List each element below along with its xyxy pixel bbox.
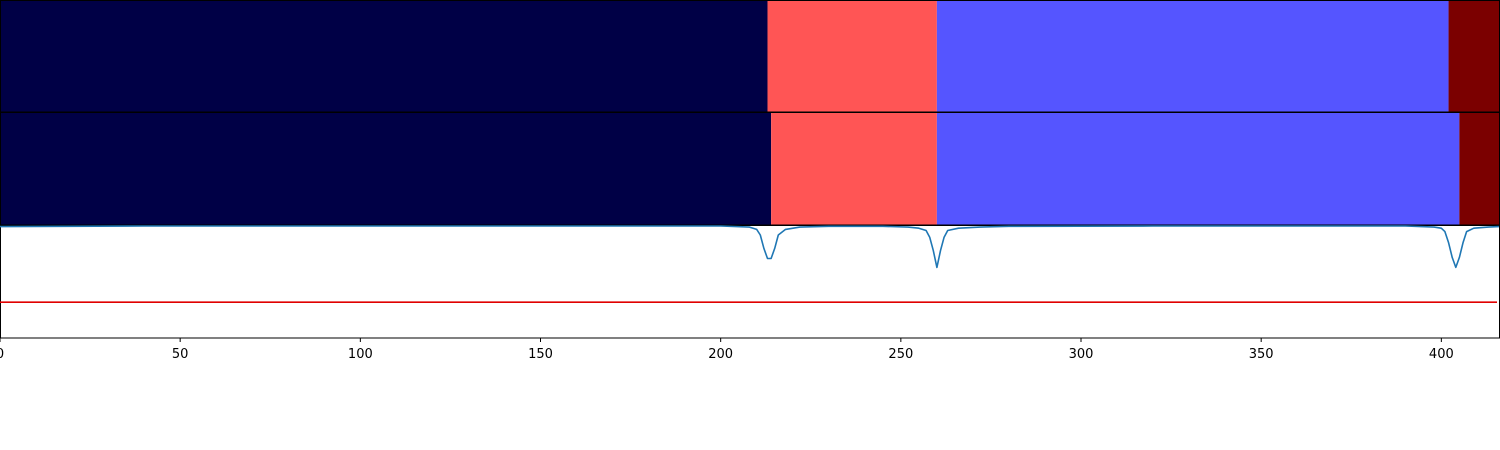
x-tick-label: 200 <box>708 347 733 362</box>
x-tick-label: 250 <box>888 347 913 362</box>
segment-1-3 <box>936 1 1449 112</box>
segmentation-strip-2 <box>0 112 1500 226</box>
segmentation-strip-1 <box>0 0 1500 113</box>
x-tick-label: 300 <box>1069 347 1094 362</box>
x-axis: 0 50 100 150 200 250 300 350 400 <box>0 338 1454 362</box>
segment-2-2 <box>771 113 937 225</box>
x-tick-label: 350 <box>1249 347 1274 362</box>
segment-1-2 <box>767 1 937 112</box>
segment-2-3 <box>936 113 1460 225</box>
segment-1-4 <box>1448 1 1499 112</box>
segment-2-1 <box>0 113 772 225</box>
x-tick-label: 100 <box>348 347 373 362</box>
x-tick-label: 150 <box>528 347 553 362</box>
line-panel-frame <box>0 225 1500 339</box>
segment-1-1 <box>0 1 768 112</box>
series-line-1 <box>0 225 1500 269</box>
x-tick-label: 50 <box>172 347 189 362</box>
segment-2-4 <box>1459 113 1499 225</box>
x-tick-label: 0 <box>0 347 4 362</box>
x-tick-label: 400 <box>1429 347 1454 362</box>
line-panel <box>0 225 1500 339</box>
